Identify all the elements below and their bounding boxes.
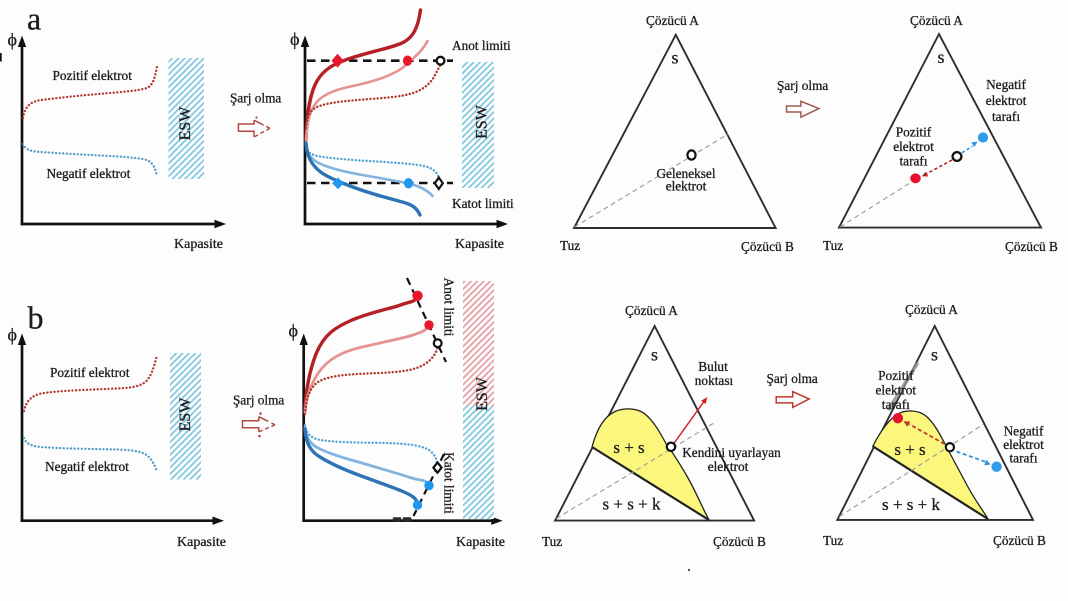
svg-text:elektrot: elektrot <box>708 459 749 474</box>
svg-text:Kapasite: Kapasite <box>455 237 504 252</box>
svg-text:b: b <box>28 300 44 336</box>
svg-text:Negatif: Negatif <box>986 77 1026 92</box>
svg-text:a: a <box>27 1 41 37</box>
svg-text:ϕ: ϕ <box>8 30 17 50</box>
svg-text:Tuz: Tuz <box>823 533 843 548</box>
svg-text:Pozitif elektrot: Pozitif elektrot <box>53 68 133 83</box>
svg-text:Tuz: Tuz <box>560 238 580 253</box>
svg-text:Çözücü A: Çözücü A <box>910 13 963 28</box>
svg-text:Negatif elektrot: Negatif elektrot <box>47 166 131 181</box>
svg-text:elektrot: elektrot <box>893 139 934 154</box>
svg-text:Çözücü A: Çözücü A <box>905 302 958 317</box>
svg-text:s: s <box>938 47 945 67</box>
svg-text:Tuz: Tuz <box>823 238 843 253</box>
svg-text:s: s <box>672 48 679 68</box>
svg-text:elektrot: elektrot <box>1003 437 1044 452</box>
svg-text:ESW: ESW <box>177 397 194 432</box>
svg-text:ESW: ESW <box>177 106 194 141</box>
svg-text:Şarj olma: Şarj olma <box>767 371 818 386</box>
svg-text:Kapasite: Kapasite <box>177 535 226 550</box>
svg-text:Pozitif: Pozitif <box>896 125 932 140</box>
svg-text:Çözücü A: Çözücü A <box>625 303 678 318</box>
svg-text:Katot limiti: Katot limiti <box>452 196 514 211</box>
svg-text:Kendini uyarlayan: Kendini uyarlayan <box>682 445 781 460</box>
svg-text:s: s <box>651 345 658 365</box>
svg-text:noktası: noktası <box>695 373 734 388</box>
svg-text:ϕ: ϕ <box>290 29 299 49</box>
svg-text:tarafı: tarafı <box>899 154 927 169</box>
svg-text:Çözücü B: Çözücü B <box>741 239 794 254</box>
svg-text:s: s <box>931 345 938 365</box>
svg-text:Çözücü B: Çözücü B <box>713 534 766 549</box>
svg-text:Negatif: Negatif <box>1004 424 1044 439</box>
svg-text:Kapasite: Kapasite <box>456 535 505 550</box>
svg-text:elektrot: elektrot <box>666 179 707 194</box>
svg-text:ESW: ESW <box>474 376 491 411</box>
svg-text:Çözücü A: Çözücü A <box>646 13 699 28</box>
svg-text:ESW: ESW <box>474 104 491 139</box>
svg-text:s + s + k: s + s + k <box>882 495 940 514</box>
svg-text:ϕ: ϕ <box>289 321 298 341</box>
svg-text:Negatif elektrot: Negatif elektrot <box>45 459 129 474</box>
svg-text:s + s: s + s <box>613 438 644 457</box>
svg-text:Anot limiti: Anot limiti <box>452 38 511 53</box>
svg-text:Geleneksel: Geleneksel <box>656 166 715 181</box>
svg-text:tarafı: tarafı <box>992 109 1020 124</box>
svg-text:Katot limiti: Katot limiti <box>442 452 457 514</box>
svg-text:s + s: s + s <box>894 440 925 459</box>
svg-text:tarafı: tarafı <box>882 397 910 412</box>
svg-text:elektrot: elektrot <box>986 93 1027 108</box>
svg-text:Çözücü B: Çözücü B <box>1005 239 1058 254</box>
svg-text:Şarj olma: Şarj olma <box>230 91 281 106</box>
svg-text:Pozitif elektrot: Pozitif elektrot <box>50 365 130 380</box>
svg-text:Şarj olma: Şarj olma <box>777 78 828 93</box>
svg-text:Bulut: Bulut <box>698 359 728 374</box>
svg-text:Kapasite: Kapasite <box>174 237 223 252</box>
svg-text:elektrot: elektrot <box>875 383 916 398</box>
svg-text:s + s + k: s + s + k <box>603 495 661 514</box>
svg-text:ϕ: ϕ <box>8 325 17 345</box>
svg-text:Şarj olma: Şarj olma <box>233 393 284 408</box>
svg-text:Çözücü B: Çözücü B <box>993 533 1046 548</box>
svg-text:Pozitif: Pozitif <box>878 368 914 383</box>
svg-text:Tuz: Tuz <box>542 534 562 549</box>
svg-text:tarafı: tarafı <box>1009 451 1037 466</box>
svg-text:Anot limiti: Anot limiti <box>442 278 457 337</box>
